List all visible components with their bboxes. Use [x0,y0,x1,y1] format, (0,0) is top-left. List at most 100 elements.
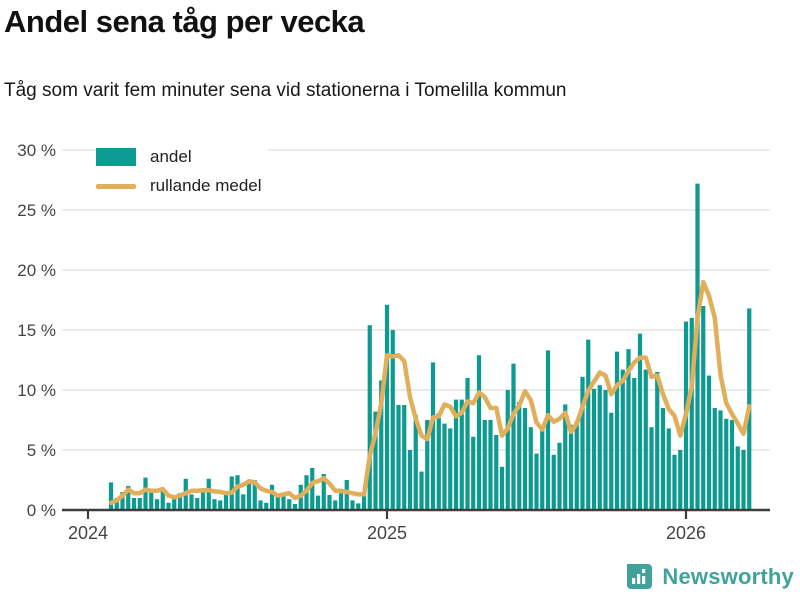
andel-bar [413,415,418,510]
newsworthy-logo-icon [627,564,653,589]
andel-bar [476,355,482,510]
andel-bar [338,493,344,510]
andel-bar [453,399,459,510]
rullande-medel-line [108,279,752,506]
andel-bar [160,489,165,510]
andel-bar [252,480,257,510]
andel-bar [269,484,275,510]
andel-bar [557,442,562,510]
x-axis-year-label: 2024 [68,523,108,543]
andel-bar [189,494,194,510]
andel-bar [200,489,206,510]
andel-bar [154,499,160,510]
andel-bar [223,494,229,510]
andel-bar [643,369,648,510]
andel-bar [603,390,608,510]
andel-bar [114,498,119,510]
page-title: Andel sena tåg per vecka [4,4,365,39]
andel-bar [517,402,522,510]
andel-bar [166,502,171,510]
andel-bar [172,498,177,510]
andel-bar [465,378,470,510]
andel-bar [724,418,729,510]
andel-bar [419,471,424,510]
andel-bar [689,318,694,510]
x-axis-year-label: 2025 [367,523,407,543]
y-axis-tick-label: 5 % [27,441,56,460]
andel-bar [333,500,338,510]
andel-bar [350,500,355,510]
andel-bar [373,411,378,510]
andel-bar [241,494,246,510]
andel-bar [712,408,717,510]
andel-bar [287,499,292,510]
legend-item-andel: andel [96,146,268,168]
andel-bar [563,404,568,510]
andel-bar [218,500,223,510]
andel-bar [390,330,395,510]
andel-bar [436,413,441,510]
legend-item-rullande-medel: rullande medel [96,175,268,197]
andel-bar [149,489,154,510]
andel-bar [591,388,597,510]
andel-bar [292,504,298,510]
andel-bar [568,424,574,510]
andel-bar [206,478,211,510]
andel-bar [672,454,677,510]
andel-bar [655,372,660,510]
andel-bar [246,480,252,510]
newsworthy-branding: Newsworthy [624,562,794,592]
legend-label-andel: andel [150,147,192,166]
andel-bar [735,446,740,510]
andel-bar [327,495,332,510]
x-axis-year-label: 2026 [666,523,706,543]
y-axis-tick-label: 25 % [17,201,56,220]
andel-bar [131,498,137,510]
andel-bar [695,183,700,510]
andel-bar [212,499,217,510]
andel-bar [540,428,545,510]
andel-bar [315,495,321,510]
andel-bar [356,503,361,510]
andel-bar [528,427,533,510]
andel-bar [649,427,654,510]
rullande-medel-color-swatch [96,183,136,189]
andel-bar [407,450,413,510]
andel-bar [108,482,114,510]
andel-bar [637,333,643,510]
andel-bar [471,436,476,510]
andel-bar [729,420,735,510]
newsworthy-brand-name: Newsworthy [662,564,794,589]
andel-bar [195,498,200,510]
page-subtitle: Tåg som varit fem minuter sena vid stati… [4,80,567,101]
andel-bar [281,493,286,510]
andel-bar [442,423,447,510]
andel-bar [126,486,131,510]
y-axis-tick-label: 20 % [17,261,56,280]
andel-bar [384,304,390,510]
andel-bar [499,466,505,510]
andel-bar [396,405,401,510]
andel-bar [574,421,579,510]
andel-bar [545,350,551,510]
y-axis-tick-label: 10 % [17,381,56,400]
andel-bar [522,408,528,510]
y-axis-tick-label: 0 % [27,501,56,520]
andel-bar [321,474,326,510]
andel-bar [482,420,487,510]
andel-bar [367,325,372,510]
andel-bar [120,492,125,510]
andel-bar [551,454,556,510]
andel-bar [459,399,464,510]
andel-bar [701,306,706,510]
legend: andel rullande medel [96,146,268,197]
andel-bar [361,495,367,510]
andel-bar [741,450,746,510]
andel-bar [235,475,240,510]
andel-bar [264,502,269,510]
y-axis-tick-label: 30 % [17,141,56,160]
andel-bar [379,380,384,510]
andel-bar [534,453,539,510]
andel-bar [511,363,516,510]
